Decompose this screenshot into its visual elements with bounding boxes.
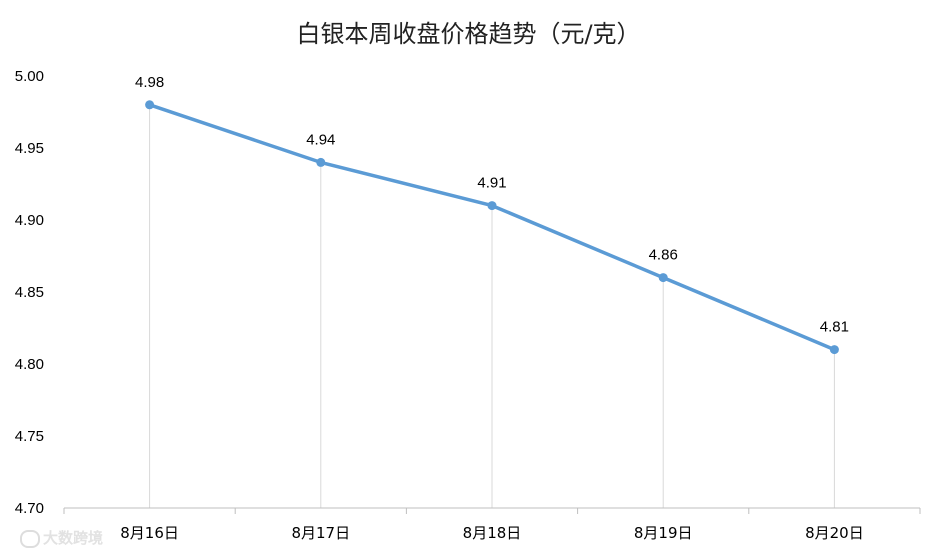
data-point xyxy=(145,100,155,110)
data-point xyxy=(316,157,326,167)
y-tick-label: 4.75 xyxy=(15,428,44,445)
y-tick-label: 4.70 xyxy=(15,500,44,517)
y-tick-label: 4.95 xyxy=(15,140,44,157)
chart-title: 白银本周收盘价格趋势（元/克） xyxy=(296,20,641,48)
y-tick-label: 4.85 xyxy=(15,284,44,301)
data-labels: 4.98 4.94 4.91 4.86 4.81 xyxy=(135,74,849,336)
series-line xyxy=(145,100,839,355)
data-point xyxy=(829,345,839,355)
x-axis: 8月16日 8月17日 8月18日 8月19日 8月20日 xyxy=(63,507,921,542)
data-label: 4.81 xyxy=(820,319,849,336)
data-point xyxy=(658,273,668,283)
x-tick-label: 8月18日 xyxy=(463,524,522,542)
y-axis-ticks: 4.70 4.75 4.80 4.85 4.90 4.95 5.00 xyxy=(15,68,44,517)
data-label: 4.91 xyxy=(477,175,506,192)
drop-lines xyxy=(149,104,835,508)
watermark-text: 大数跨境 xyxy=(43,529,104,547)
y-tick-label: 4.90 xyxy=(15,212,44,229)
x-tick-label: 8月20日 xyxy=(805,524,864,542)
y-tick-label: 5.00 xyxy=(15,68,44,85)
x-tick-label: 8月17日 xyxy=(291,524,350,542)
data-label: 4.94 xyxy=(306,131,335,148)
logo-icon xyxy=(20,529,40,548)
x-tick-label: 8月19日 xyxy=(634,524,693,542)
data-label: 4.98 xyxy=(135,74,164,91)
y-tick-label: 4.80 xyxy=(15,356,44,373)
data-label: 4.86 xyxy=(649,247,678,264)
x-tick-label: 8月16日 xyxy=(120,524,179,542)
watermark: 大数跨境 xyxy=(20,527,103,548)
data-point xyxy=(487,201,497,211)
